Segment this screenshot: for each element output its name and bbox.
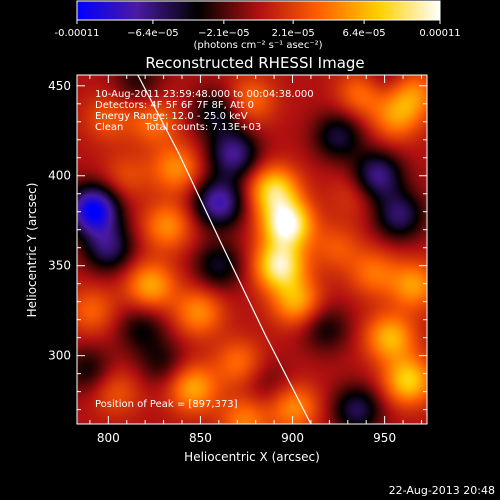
y-tick-label: 450 — [48, 79, 71, 93]
annotation-block: 10-Aug-2011 23:59:48.000 to 00:04:38.000… — [95, 89, 314, 410]
y-axis-ticks: 300 350 400 450 — [48, 79, 427, 411]
y-tick-label: 300 — [48, 349, 71, 363]
annotation-detectors: Detectors: 4F 5F 6F 7F 8F, Att 0 — [95, 100, 254, 111]
y-tick-label: 400 — [48, 169, 71, 183]
x-tick-label: 850 — [189, 431, 212, 445]
plot-frame — [76, 74, 428, 425]
annotation-time-range: 10-Aug-2011 23:59:48.000 to 00:04:38.000 — [95, 89, 314, 100]
y-tick-label: 350 — [48, 259, 71, 273]
plot-area — [77, 75, 427, 424]
heatmap-image — [77, 75, 427, 424]
x-tick-label: 800 — [97, 431, 120, 445]
solar-limb-curve — [137, 75, 312, 424]
annotation-algorithm: Clean — [95, 122, 123, 133]
x-tick-label: 950 — [373, 431, 396, 445]
colorbar-tick-label: 6.4e−05 — [343, 28, 386, 39]
colorbar-ticks: -0.00011 −6.4e−05 −2.1e−05 2.1e−05 6.4e−05 0.… — [55, 20, 461, 39]
x-tick-label: 900 — [281, 431, 304, 445]
annotation-total-counts: Total counts: 7.13E+03 — [144, 122, 261, 133]
colorbar-tick-label: 0.00011 — [419, 28, 460, 39]
x-axis-label: Heliocentric X (arcsec) — [184, 450, 320, 464]
colorbar-tick-label: 2.1e−05 — [272, 28, 315, 39]
colorbar-tick-label: −2.1e−05 — [198, 28, 250, 39]
colorbar-gradient — [77, 1, 440, 20]
chart-title: Reconstructed RHESSI Image — [145, 54, 364, 72]
y-axis-label: Heliocentric Y (arcsec) — [25, 183, 39, 318]
colorbar-unit-label: (photons cm⁻² s⁻¹ asec⁻²) — [193, 40, 322, 51]
colorbar-frame — [76, 0, 441, 21]
footer-timestamp: 22-Aug-2013 20:48 — [389, 484, 495, 497]
colorbar: -0.00011 −6.4e−05 −2.1e−05 2.1e−05 6.4e−05 0.… — [55, 0, 461, 51]
colorbar-tick-label: −6.4e−05 — [127, 28, 179, 39]
x-axis-ticks: 800 850 900 950 — [89, 75, 422, 445]
peak-marker — [284, 221, 290, 227]
colorbar-tick-label: -0.00011 — [55, 28, 100, 39]
annotation-energy-range: Energy Range: 12.0 - 25.0 keV — [95, 111, 248, 122]
annotation-peak-position: Position of Peak = [897,373] — [95, 399, 238, 410]
